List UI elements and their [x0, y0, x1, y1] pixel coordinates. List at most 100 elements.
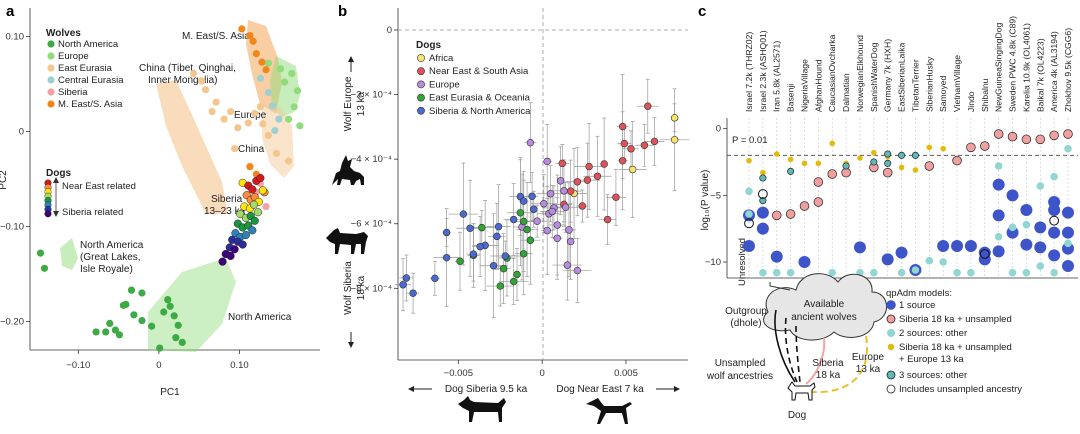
f4-point — [533, 217, 541, 225]
qpadm-point — [771, 210, 782, 221]
pca-point — [259, 120, 267, 128]
qpadm-point — [1064, 144, 1072, 153]
f4-point — [573, 266, 582, 275]
pca-point — [256, 103, 264, 111]
qpadm-point — [980, 141, 990, 151]
f4-point — [640, 141, 649, 149]
f4-point — [548, 207, 556, 216]
dog-near-east-label: Dog Near East 7 ka — [556, 384, 644, 395]
qpadm-legend-label: Siberia 18 ka + unsampled — [899, 342, 1012, 353]
qpadm-point — [937, 240, 950, 252]
siberia-line — [805, 337, 826, 385]
f4-point — [501, 252, 509, 260]
qpadm-point — [813, 177, 824, 187]
f4-point — [543, 226, 551, 235]
qpadm-legend-marker — [886, 300, 896, 310]
qpadm-legend-marker — [886, 370, 896, 380]
f4-point — [560, 187, 568, 195]
qpadm-point — [898, 164, 905, 171]
f4-point — [585, 162, 593, 171]
f4-point — [573, 178, 582, 186]
qpadm-point — [993, 129, 1004, 139]
qpadm-point — [911, 266, 920, 274]
f4-point — [612, 193, 620, 201]
panel-a-ticks: −0.10 0 0.10 0.10 0 −0.10 −0.20 — [0, 32, 249, 372]
pca-point — [202, 86, 210, 94]
siberian-dog-icon — [458, 396, 506, 422]
qpadm-point — [884, 159, 892, 167]
qpadm-point — [912, 167, 919, 173]
unsampled-ancestry-marker — [744, 218, 754, 229]
f4-point — [600, 160, 608, 168]
wolf-siberia-label-1: Wolf Siberia — [343, 261, 354, 315]
f4-point — [603, 215, 612, 224]
qpadm-point — [801, 160, 808, 167]
qpadm-point — [815, 160, 822, 167]
wolf-legend-label: Europe — [58, 51, 89, 62]
qpadm-point — [1050, 172, 1058, 181]
pca-point — [268, 102, 277, 110]
annot-north-america: North America — [228, 312, 292, 323]
f4-point — [526, 236, 535, 244]
f4-point — [566, 187, 575, 195]
pca-point — [138, 316, 146, 325]
hull-north-america — [148, 258, 236, 352]
pca-point — [148, 322, 156, 330]
qpadm-point — [966, 142, 976, 153]
f4-point — [409, 289, 417, 297]
panel-b-legend-title: Dogs — [416, 40, 441, 51]
qpadm-point — [1008, 223, 1017, 232]
pca-point — [290, 103, 298, 111]
f4-point — [530, 205, 538, 213]
annot-europe: Europe — [234, 110, 267, 121]
panel-c-ytick-label: 0 — [716, 124, 721, 135]
f4-point — [459, 210, 468, 218]
sample-label: Jindo — [966, 91, 976, 112]
pca-point — [293, 87, 302, 95]
f4-point — [566, 237, 575, 246]
qpadm-legend-label-2: + Europe 13 ka — [899, 354, 964, 365]
annot-na-gl-1: North America — [80, 240, 144, 251]
sample-label: Baikal 7k (OL4223) — [1035, 38, 1045, 112]
qpadm-point — [978, 253, 991, 266]
panel-b-legend-items: Africa Near East & South Asia Europe East E… — [417, 53, 531, 117]
qpadm-point — [756, 206, 769, 219]
f4-point — [493, 232, 501, 241]
panel-b-ticks: −0.005 0 0.005 0 −2 × 10⁻⁴ −4 × 10⁻⁴ −6 × 10⁻⁴… — [351, 25, 638, 379]
f4-point — [399, 281, 407, 289]
sample-label: NorwegianElkhound — [855, 35, 865, 112]
f4-point — [494, 222, 503, 231]
f4-point — [670, 136, 679, 144]
qpadm-point — [827, 169, 837, 179]
panel-b-legend-label: Siberia & North America — [429, 106, 531, 117]
dog-diagram-label: Dog — [788, 410, 806, 421]
qpadm-point — [1048, 204, 1061, 216]
annot-china: China — [238, 144, 265, 155]
pca-point — [106, 319, 114, 327]
f4-point — [556, 177, 565, 185]
pca-point — [256, 174, 265, 183]
pca-point — [250, 216, 259, 225]
f4-point — [553, 234, 561, 242]
qpadm-point — [951, 240, 964, 252]
f4-point — [543, 157, 551, 166]
pca-point — [212, 98, 220, 106]
pca-point — [253, 208, 263, 217]
unsampled-ancestry-marker — [1049, 215, 1060, 226]
sample-label: SiberianHusky — [924, 56, 934, 112]
qpadm-point — [1062, 206, 1074, 219]
panel-b-letter: b — [338, 3, 347, 20]
qpadm-point — [813, 197, 824, 207]
qpadm-point — [857, 155, 863, 161]
pca-point — [174, 321, 182, 329]
pca-point — [127, 286, 136, 294]
sample-label: Sweden PWC 4.8k (C89) — [1008, 16, 1018, 112]
pca-point — [238, 240, 247, 249]
unsampled-label-1: Unsampled — [715, 358, 766, 369]
panel-a-ytick-label: 0.10 — [6, 32, 25, 43]
qpadm-point — [1007, 131, 1018, 142]
qpadm-legend-marker — [886, 384, 896, 394]
pca-point — [276, 65, 285, 73]
f4-point — [618, 122, 627, 131]
